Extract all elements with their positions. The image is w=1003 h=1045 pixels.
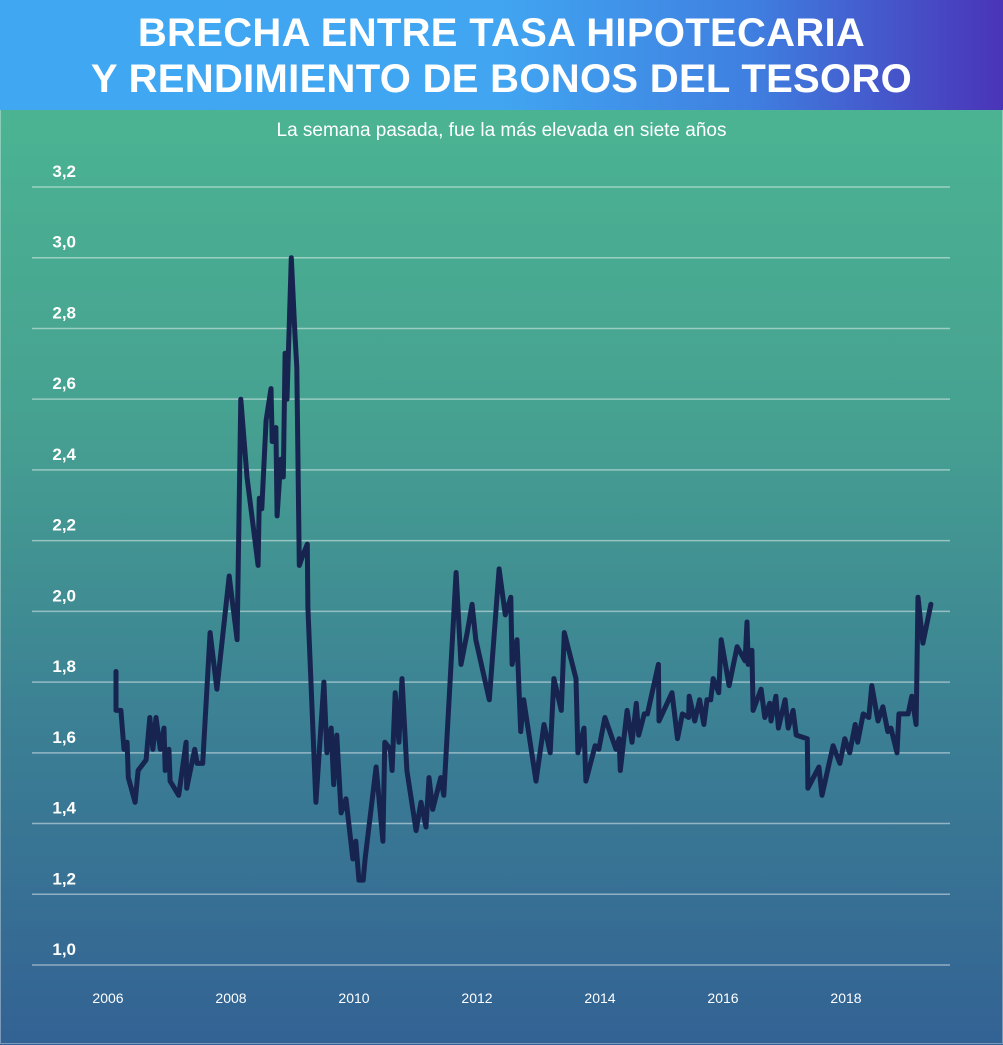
- y-tick-label: 2,2: [52, 516, 76, 535]
- y-tick-label: 2,8: [52, 303, 76, 322]
- y-tick-label: 2,6: [52, 374, 76, 393]
- title-banner: BRECHA ENTRE TASA HIPOTECARIA Y RENDIMIE…: [0, 0, 1003, 110]
- chart-title-line-1: BRECHA ENTRE TASA HIPOTECARIA: [137, 11, 866, 55]
- y-tick-label: 1,4: [52, 799, 76, 818]
- chart-subtitle: La semana pasada, fue la más elevada en …: [276, 120, 727, 141]
- x-tick-label: 2014: [584, 990, 615, 1006]
- y-tick-label: 1,8: [52, 657, 76, 676]
- y-tick-label: 1,0: [52, 940, 76, 959]
- x-tick-label: 2008: [215, 990, 246, 1006]
- y-tick-label: 1,6: [52, 728, 76, 747]
- y-tick-label: 3,2: [52, 162, 76, 181]
- x-tick-label: 2016: [707, 990, 738, 1006]
- series-group: [113, 255, 934, 883]
- y-tick-label: 3,0: [52, 233, 76, 252]
- gridlines: [32, 186, 950, 966]
- x-tick-label: 2010: [338, 990, 369, 1006]
- chart-title: BRECHA ENTRE TASA HIPOTECARIA Y RENDIMIE…: [0, 10, 1003, 102]
- y-tick-label: 2,0: [52, 586, 76, 605]
- x-axis: 2006 2008 2010 2012 2014 2016 2018: [92, 990, 861, 1006]
- x-tick-label: 2018: [830, 990, 861, 1006]
- series-line: [113, 255, 934, 883]
- chart-title-line-2: Y RENDIMIENTO DE BONOS DEL TESORO: [90, 57, 913, 101]
- y-axis: 3,2 3,0 2,8 2,6 2,4 2,2 2,0 1,8 1,6 1,4 1,2 1,0: [52, 162, 76, 959]
- y-tick-label: 1,2: [52, 869, 76, 888]
- x-tick-label: 2012: [461, 990, 492, 1006]
- x-tick-label: 2006: [92, 990, 123, 1006]
- y-tick-label: 2,4: [52, 445, 76, 464]
